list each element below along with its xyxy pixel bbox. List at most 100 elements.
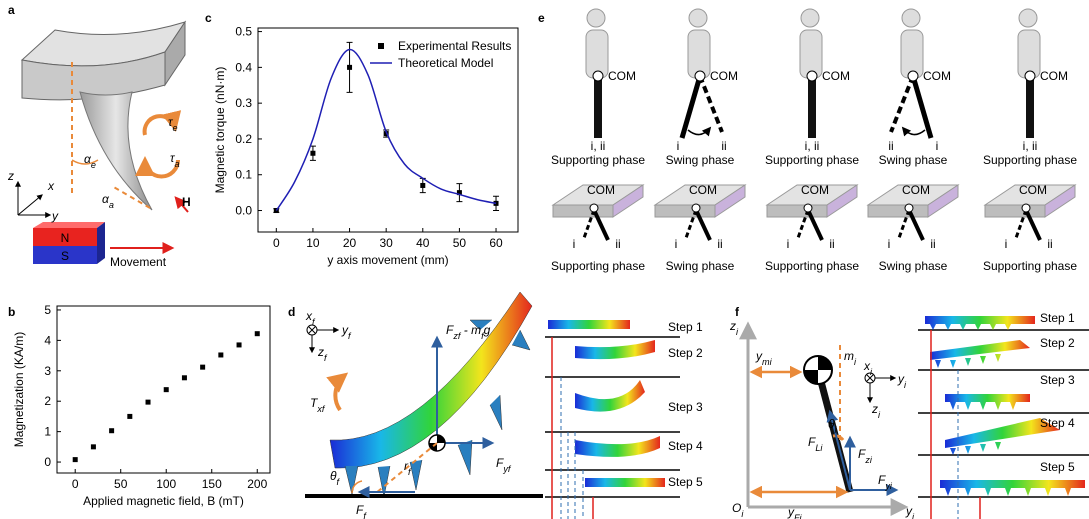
- data-point: [347, 65, 352, 70]
- phase-label: Swing phase: [879, 153, 948, 167]
- label: yi: [905, 504, 915, 519]
- leg-label: i: [573, 237, 576, 251]
- label: yi: [897, 372, 907, 390]
- step-label: Step 4: [1040, 416, 1075, 430]
- step-label: Step 1: [668, 320, 703, 334]
- data-point: [146, 400, 151, 405]
- subscript: zi: [864, 455, 873, 465]
- subscript: yf: [502, 464, 512, 474]
- subscript: yi: [884, 481, 893, 491]
- x-tick-label: 30: [379, 236, 393, 250]
- leg-label: ii: [888, 139, 893, 153]
- label: αe: [84, 152, 96, 170]
- subscript: Fi: [794, 513, 803, 519]
- phase-label: Supporting phase: [765, 259, 859, 273]
- com-label: COM: [710, 69, 738, 83]
- swing-arrow: [688, 128, 710, 135]
- label: zf: [317, 345, 328, 363]
- com-marker: [1022, 204, 1030, 212]
- block-front: [767, 205, 827, 217]
- com-label: COM: [801, 183, 829, 197]
- leg-label: i: [888, 237, 891, 251]
- label-part: z: [871, 402, 878, 416]
- com-label: COM: [587, 183, 615, 197]
- leg-dashed: [891, 76, 913, 132]
- y-tick-label: 3: [44, 364, 51, 378]
- com-marker: [590, 204, 598, 212]
- head: [801, 9, 819, 27]
- com-marker: [807, 71, 817, 81]
- y-tick-label: 0: [44, 455, 51, 469]
- x-tick-label: 0: [273, 236, 280, 250]
- label: Ff: [356, 503, 367, 519]
- label: FLi: [808, 435, 823, 453]
- leg-label: i, ii: [805, 139, 820, 153]
- phase-label: Supporting phase: [765, 153, 859, 167]
- legs: [1026, 76, 1034, 138]
- head: [689, 9, 707, 27]
- label: z: [7, 169, 14, 183]
- com-marker: [1025, 71, 1035, 81]
- panel-e-drawing: COMCOMi, iiSupporting phaseiiiSupporting…: [551, 9, 1077, 273]
- phase-label: Supporting phase: [551, 259, 645, 273]
- x-tick-label: 20: [343, 236, 357, 250]
- com-label: COM: [902, 183, 930, 197]
- y-tick-label: 0.2: [235, 132, 252, 146]
- com-label: COM: [1019, 183, 1047, 197]
- leg-label: i: [675, 237, 678, 251]
- com-label: COM: [689, 183, 717, 197]
- subscript: i: [854, 357, 857, 367]
- subscript: a: [175, 159, 180, 169]
- leg-label: ii: [1047, 237, 1052, 251]
- label-part: m: [844, 349, 854, 363]
- y-tick-label: 0.0: [235, 204, 252, 218]
- data-point: [200, 365, 205, 370]
- x-tick-label: 50: [114, 477, 128, 491]
- panel-f-drawing: [748, 316, 1089, 519]
- label-part: z: [317, 345, 324, 359]
- legs: [808, 76, 816, 138]
- subscript: Li: [815, 443, 823, 453]
- leg-label: ii: [721, 139, 726, 153]
- label-part: g: [484, 323, 491, 337]
- label: τe: [168, 115, 178, 133]
- block-front: [985, 205, 1045, 217]
- x-tick-label: 50: [453, 236, 467, 250]
- step-label: Step 1: [1040, 311, 1075, 325]
- phase-label: Swing phase: [666, 153, 735, 167]
- panel-label: e: [538, 11, 545, 25]
- leg-label: i, ii: [1023, 139, 1038, 153]
- y-axis-label: Magnetization (KA/m): [12, 332, 26, 447]
- subscript: f: [337, 477, 341, 487]
- label: αa: [102, 192, 114, 210]
- step-label: Step 3: [1040, 373, 1075, 387]
- leg-label: i, ii: [591, 139, 606, 153]
- com-marker: [804, 204, 812, 212]
- label: Txf: [310, 396, 326, 414]
- com-label: COM: [822, 69, 850, 83]
- label: zi: [729, 319, 739, 337]
- label: Fzi: [858, 447, 873, 465]
- phase-label: Swing phase: [879, 259, 948, 273]
- data-point: [218, 352, 223, 357]
- figure: abcdef01020304050600.00.10.20.30.40.5y a…: [0, 0, 1089, 519]
- com-label: COM: [923, 69, 951, 83]
- y-tick-label: 0.3: [235, 96, 252, 110]
- x-tick-label: 100: [156, 477, 176, 491]
- leg-label: i: [787, 237, 790, 251]
- phase-label: Supporting phase: [983, 153, 1077, 167]
- label: τa: [170, 151, 180, 169]
- label: xf: [305, 309, 316, 327]
- head: [902, 9, 920, 27]
- leg-label: ii: [615, 237, 620, 251]
- data-point: [109, 428, 114, 433]
- y-tick-label: 0.1: [235, 168, 252, 182]
- step-label: Step 5: [1040, 460, 1075, 474]
- label: mi: [844, 349, 857, 367]
- subscript: f: [363, 511, 367, 519]
- panel-d-drawing: [305, 292, 680, 519]
- panel-label: d: [288, 305, 295, 319]
- leg-label: i: [1005, 237, 1008, 251]
- data-point: [127, 414, 132, 419]
